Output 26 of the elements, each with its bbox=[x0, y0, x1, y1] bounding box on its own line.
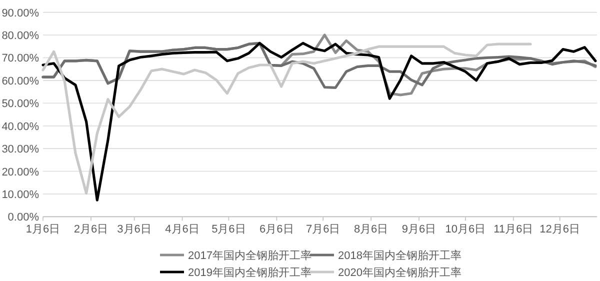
y-tick-label: 70.00% bbox=[2, 52, 40, 65]
legend-label: 2017年国内全钢胎开工率 bbox=[188, 249, 312, 262]
legend-label: 2019年国内全钢胎开工率 bbox=[188, 266, 312, 279]
x-tick-label: 9月6日 bbox=[402, 224, 436, 236]
y-tick-label: 30.00% bbox=[2, 144, 40, 156]
legend-label: 2018年国内全钢胎开工率 bbox=[338, 249, 462, 262]
x-tick-label: 4月6日 bbox=[165, 224, 200, 236]
y-tick-label: 60.00% bbox=[2, 75, 40, 88]
x-tick-label: 5月6日 bbox=[212, 224, 246, 236]
y-tick-label: 80.00% bbox=[2, 30, 40, 42]
x-tick-label: 12月6日 bbox=[540, 224, 580, 236]
y-tick-label: 10.00% bbox=[2, 188, 40, 201]
y-tick-label: 40.00% bbox=[2, 120, 40, 133]
x-tick-label: 10月6日 bbox=[445, 224, 486, 236]
x-tick-label: 8月6日 bbox=[354, 224, 388, 236]
x-tick-label: 6月6日 bbox=[260, 224, 294, 236]
legend-label: 2020年国内全钢胎开工率 bbox=[338, 266, 462, 279]
x-tick-label: 11月6日 bbox=[494, 224, 534, 236]
x-tick-label: 2月6日 bbox=[74, 224, 108, 236]
x-tick-label: 7月6日 bbox=[306, 224, 340, 236]
x-tick-label: 3月6日 bbox=[117, 224, 152, 236]
y-tick-label: 20.00% bbox=[2, 166, 40, 178]
x-tick-label: 1月6日 bbox=[26, 224, 60, 236]
y-tick-label: 50.00% bbox=[2, 98, 40, 110]
y-tick-label: 90.00% bbox=[2, 7, 40, 20]
y-tick-label: 0.00% bbox=[8, 212, 40, 224]
